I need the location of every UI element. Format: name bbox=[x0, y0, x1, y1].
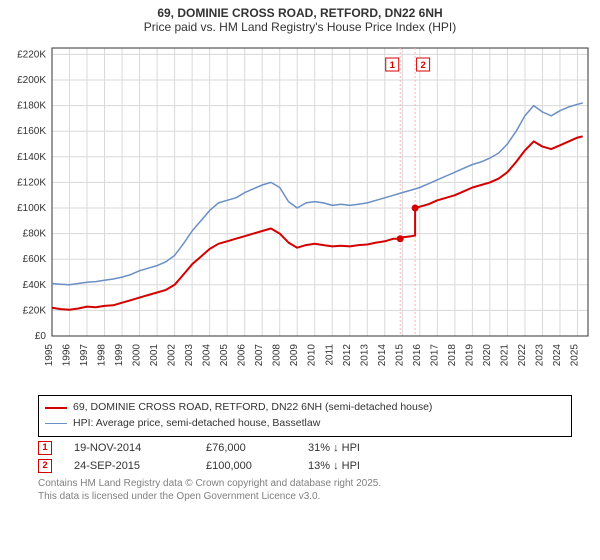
svg-text:2011: 2011 bbox=[324, 344, 335, 366]
transaction-table: 1 19-NOV-2014 £76,000 31% ↓ HPI 2 24-SEP-2015… bbox=[38, 439, 572, 475]
footer-attribution: Contains HM Land Registry data © Crown c… bbox=[38, 477, 572, 503]
svg-text:£20K: £20K bbox=[23, 305, 47, 316]
svg-text:£100K: £100K bbox=[17, 203, 46, 214]
svg-text:£120K: £120K bbox=[17, 177, 46, 188]
svg-text:£40K: £40K bbox=[23, 280, 47, 291]
legend-swatch bbox=[45, 407, 67, 409]
svg-text:2008: 2008 bbox=[272, 344, 283, 367]
svg-text:2005: 2005 bbox=[219, 344, 230, 367]
transaction-delta: 13% ↓ HPI bbox=[308, 460, 408, 472]
svg-text:£60K: £60K bbox=[23, 254, 47, 265]
svg-text:1998: 1998 bbox=[97, 344, 108, 367]
transaction-marker: 2 bbox=[38, 459, 52, 473]
transaction-price: £100,000 bbox=[206, 460, 286, 472]
transaction-date: 24-SEP-2015 bbox=[74, 460, 184, 472]
svg-text:1999: 1999 bbox=[114, 344, 125, 367]
svg-text:2014: 2014 bbox=[377, 344, 388, 367]
svg-text:2018: 2018 bbox=[447, 344, 458, 367]
legend-row: HPI: Average price, semi-detached house,… bbox=[45, 416, 565, 432]
svg-text:£160K: £160K bbox=[17, 126, 46, 137]
svg-text:2016: 2016 bbox=[412, 344, 423, 367]
legend-swatch bbox=[45, 423, 67, 424]
svg-text:£180K: £180K bbox=[17, 101, 46, 112]
svg-text:2003: 2003 bbox=[184, 344, 195, 367]
svg-text:2: 2 bbox=[420, 60, 425, 71]
svg-text:2022: 2022 bbox=[517, 344, 528, 367]
svg-text:1997: 1997 bbox=[79, 344, 90, 367]
svg-text:1996: 1996 bbox=[62, 344, 73, 367]
title-line1: 69, DOMINIE CROSS ROAD, RETFORD, DN22 6N… bbox=[0, 6, 600, 20]
footer-line1: Contains HM Land Registry data © Crown c… bbox=[38, 477, 572, 490]
svg-text:1995: 1995 bbox=[44, 344, 55, 367]
transaction-delta: 31% ↓ HPI bbox=[308, 442, 408, 454]
svg-text:2017: 2017 bbox=[429, 344, 440, 367]
svg-text:1: 1 bbox=[390, 60, 396, 71]
svg-text:2019: 2019 bbox=[464, 344, 475, 367]
legend-label: HPI: Average price, semi-detached house,… bbox=[73, 416, 320, 432]
svg-text:2015: 2015 bbox=[394, 344, 405, 367]
title-line2: Price paid vs. HM Land Registry's House … bbox=[0, 20, 600, 34]
svg-text:2021: 2021 bbox=[499, 344, 510, 367]
svg-text:2010: 2010 bbox=[307, 344, 318, 367]
svg-text:2001: 2001 bbox=[149, 344, 160, 367]
svg-text:2009: 2009 bbox=[289, 344, 300, 367]
legend-row: 69, DOMINIE CROSS ROAD, RETFORD, DN22 6N… bbox=[45, 400, 565, 416]
svg-text:£200K: £200K bbox=[17, 75, 46, 86]
svg-text:£140K: £140K bbox=[17, 152, 46, 163]
transaction-row: 2 24-SEP-2015 £100,000 13% ↓ HPI bbox=[38, 457, 572, 475]
svg-text:2000: 2000 bbox=[132, 344, 143, 367]
svg-text:2004: 2004 bbox=[202, 344, 213, 367]
legend: 69, DOMINIE CROSS ROAD, RETFORD, DN22 6N… bbox=[38, 395, 572, 437]
svg-text:£0: £0 bbox=[35, 331, 47, 342]
svg-text:2020: 2020 bbox=[482, 344, 493, 367]
svg-text:2023: 2023 bbox=[534, 344, 545, 367]
svg-text:£220K: £220K bbox=[17, 49, 46, 60]
transaction-marker: 1 bbox=[38, 441, 52, 455]
footer-line2: This data is licensed under the Open Gov… bbox=[38, 490, 572, 503]
svg-text:2007: 2007 bbox=[254, 344, 265, 367]
transaction-date: 19-NOV-2014 bbox=[74, 442, 184, 454]
svg-text:2025: 2025 bbox=[569, 344, 580, 367]
svg-text:£80K: £80K bbox=[23, 229, 47, 240]
svg-text:2002: 2002 bbox=[167, 344, 178, 367]
svg-text:2013: 2013 bbox=[359, 344, 370, 367]
svg-text:2024: 2024 bbox=[552, 344, 563, 367]
svg-text:2012: 2012 bbox=[342, 344, 353, 367]
svg-text:2006: 2006 bbox=[237, 344, 248, 367]
transaction-price: £76,000 bbox=[206, 442, 286, 454]
price-chart: £0 £20K £40K £60K £80K £100K £120K £140K £160K £1… bbox=[0, 34, 600, 384]
legend-label: 69, DOMINIE CROSS ROAD, RETFORD, DN22 6N… bbox=[73, 400, 432, 416]
transaction-row: 1 19-NOV-2014 £76,000 31% ↓ HPI bbox=[38, 439, 572, 457]
